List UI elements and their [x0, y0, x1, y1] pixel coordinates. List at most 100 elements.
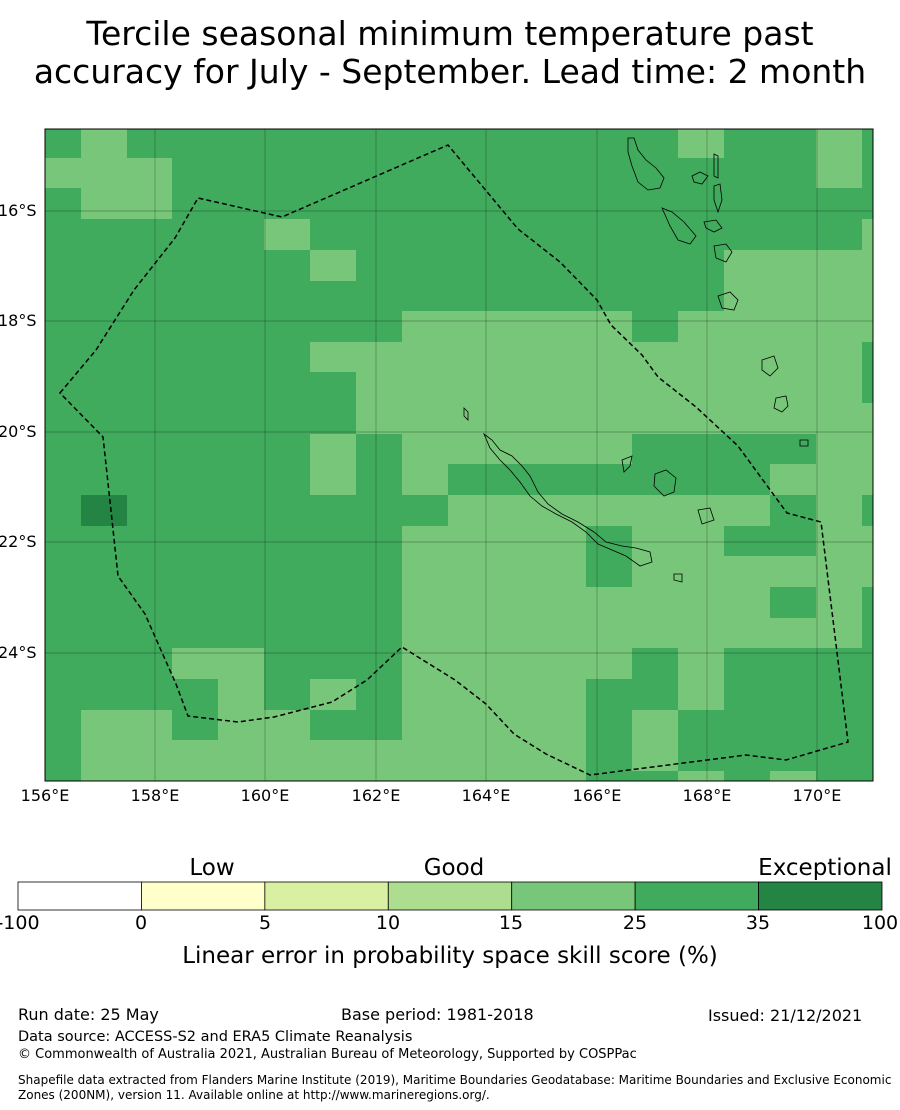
skill-cell	[770, 618, 817, 649]
skill-cell	[448, 342, 495, 373]
skill-cell	[310, 679, 357, 711]
colorbar-segment	[141, 881, 266, 911]
skill-cell	[448, 771, 495, 782]
skill-cell	[632, 188, 679, 220]
skill-cell	[816, 618, 863, 649]
skill-cell	[816, 188, 863, 220]
colorbar	[17, 881, 883, 911]
graticule	[45, 129, 873, 781]
skill-cell	[356, 679, 403, 711]
skill-cell	[586, 219, 633, 251]
skill-cell	[127, 526, 173, 557]
skill-cell	[81, 403, 128, 435]
skill-cell	[218, 129, 265, 159]
skill-cell	[310, 587, 357, 619]
skill-cell	[678, 372, 725, 404]
skill-cell	[494, 372, 541, 404]
skill-cell	[724, 587, 771, 619]
skill-cell	[310, 434, 357, 465]
skill-cell	[540, 526, 587, 557]
skill-cell	[310, 648, 357, 680]
skill-cell	[586, 771, 633, 782]
skill-cell	[540, 403, 587, 435]
skill-cell	[494, 495, 541, 527]
island-loyalty-2	[653, 469, 677, 497]
skill-cell	[172, 556, 219, 588]
skill-cell	[127, 618, 173, 649]
skill-cell	[172, 740, 219, 772]
skill-cell	[448, 740, 495, 772]
island-loyalty-1	[621, 455, 633, 473]
skill-cell	[770, 648, 817, 680]
run-date: Run date: 25 May	[18, 1005, 159, 1024]
colorbar-title: Linear error in probability space skill …	[182, 943, 718, 969]
skill-cell	[862, 311, 874, 343]
skill-cell	[494, 556, 541, 588]
skill-cell	[448, 464, 495, 496]
skill-cell	[494, 311, 541, 343]
skill-cell	[816, 372, 863, 404]
skill-cell	[816, 710, 863, 741]
vanuatu-efate	[713, 243, 733, 263]
skill-cell	[45, 281, 82, 312]
skill-cell	[402, 250, 449, 282]
skill-cell	[678, 556, 725, 588]
skill-cell	[862, 556, 874, 588]
lon-label-168e: 168°E	[682, 786, 732, 805]
legend-category-low: Low	[189, 855, 235, 881]
legend-category-good: Good	[423, 855, 485, 881]
skill-cell	[678, 342, 725, 373]
skill-cell	[862, 710, 874, 741]
skill-cell	[724, 710, 771, 741]
skill-cell	[264, 372, 311, 404]
skill-cell	[724, 250, 771, 282]
skill-cell	[862, 219, 874, 251]
skill-cell	[770, 587, 817, 619]
skill-cell	[586, 556, 633, 588]
skill-cell	[586, 495, 633, 527]
skill-cell	[310, 771, 357, 782]
skill-cell	[586, 618, 633, 649]
skill-cell	[402, 129, 449, 159]
skill-cell	[264, 740, 311, 772]
skill-cell	[632, 648, 679, 680]
skill-cell	[310, 219, 357, 251]
skill-cell	[448, 158, 495, 189]
skill-cell	[310, 740, 357, 772]
skill-cell	[127, 158, 173, 189]
skill-cell	[218, 526, 265, 557]
skill-cell	[127, 281, 173, 312]
skill-cell	[494, 526, 541, 557]
skill-cell	[127, 587, 173, 619]
skill-cell	[45, 526, 82, 557]
skill-cell	[264, 618, 311, 649]
skill-cell	[448, 434, 495, 465]
skill-cell	[632, 129, 679, 159]
skill-cell	[678, 188, 725, 220]
skill-cell	[678, 740, 725, 772]
lat-label-16s: 16°S	[0, 201, 37, 220]
legend-tick: 100	[861, 912, 899, 934]
skill-cell	[862, 648, 874, 680]
skill-cell	[264, 129, 311, 159]
skill-cell	[356, 556, 403, 588]
skill-cell	[356, 710, 403, 741]
skill-cell	[540, 311, 587, 343]
skill-cell	[862, 495, 874, 527]
skill-cell	[678, 464, 725, 496]
skill-cell	[81, 618, 128, 649]
skill-cell	[862, 372, 874, 404]
skill-cell	[770, 740, 817, 772]
skill-cell	[494, 281, 541, 312]
skill-cell	[724, 342, 771, 373]
skill-cell	[45, 188, 82, 220]
skill-cell	[724, 403, 771, 435]
skill-cell	[586, 679, 633, 711]
skill-cell	[218, 710, 265, 741]
skill-cell	[540, 679, 587, 711]
skill-cell	[402, 587, 449, 619]
skill-cell	[402, 311, 449, 343]
skill-cell	[816, 495, 863, 527]
skill-cell	[81, 464, 128, 496]
skill-cell	[218, 434, 265, 465]
